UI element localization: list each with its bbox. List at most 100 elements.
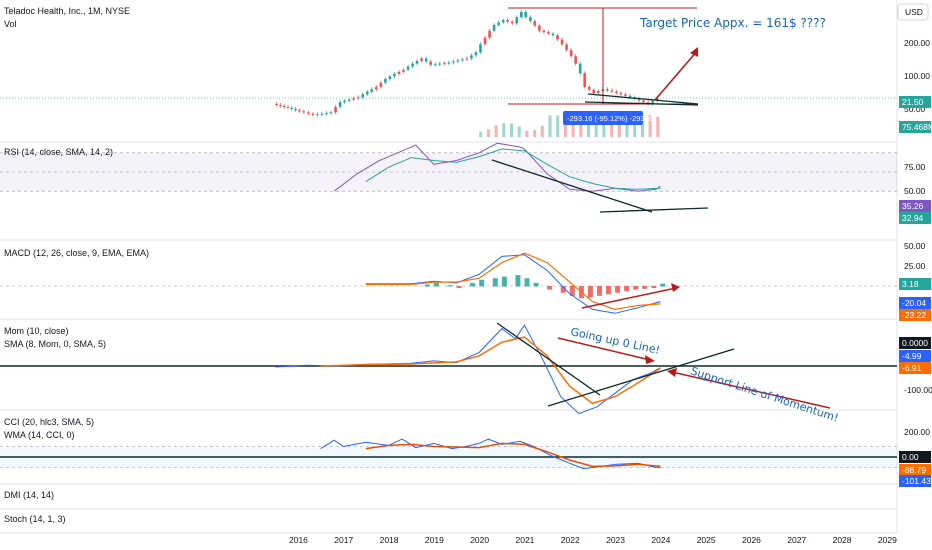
candle [515,17,519,24]
macd-histogram-bar [642,286,648,289]
volume-bar [556,115,560,137]
year-tick: 2027 [787,535,806,545]
price-tick-100: 100.00 [904,71,930,81]
candle [551,33,555,36]
macd-histogram-bar [492,278,498,287]
macd-tick-25: 25.00 [904,261,926,271]
candle [488,30,491,38]
candle [302,111,306,113]
volume-bar [610,117,614,137]
candle [519,12,523,18]
macd-histogram-bar [624,286,630,292]
macd-histogram-bar [470,282,476,287]
year-tick: 2025 [697,535,716,545]
volume-bar [563,117,567,137]
measure-label-bg [563,111,643,125]
stoch-legend[interactable]: Stoch (14, 1, 3) [4,514,66,524]
macd-hist-tag-bg [899,278,931,290]
candle [556,35,559,40]
target-arrowhead [690,47,698,57]
candle [325,113,328,115]
time-axis[interactable]: 2016 2017 2018 2019 2020 2021 2022 2023 2024 2025… [289,535,897,545]
candle [565,44,568,51]
year-tick: 2024 [651,535,670,545]
macd-histogram-bar [569,286,575,296]
candle [282,105,286,107]
candle [286,106,290,108]
candle [375,86,378,90]
year-tick: 2018 [380,535,399,545]
candle [384,78,387,83]
candle [393,74,396,77]
momentum-tick-minus100: -100.00 [904,385,932,395]
volume-bar [510,123,514,137]
candle [637,98,641,101]
momentum-sma-tag-bg [899,362,931,374]
year-tick: 2017 [334,535,353,545]
candle [497,22,500,25]
macd-histogram-bar [424,284,430,287]
volume-bar [548,115,552,137]
candle [316,114,319,116]
macd-histogram-bar [651,286,657,289]
support-line-annotation: Support Line of Momentum! [689,364,840,424]
going-up-arrow-line [557,337,651,361]
candle [290,107,294,110]
candle [320,113,324,115]
candle [379,82,383,87]
mom-legend[interactable]: Mom (10, close) [4,326,69,336]
candle [456,60,460,62]
year-tick: 2019 [425,535,444,545]
momentum-pane: -100.00 0.0000 -4.99 -6.91 [0,322,932,415]
cci-wma-legend[interactable]: WMA (14, CCI, 0) [4,430,75,440]
candle [569,50,573,57]
macd-value-tag-bg [899,297,931,309]
momentum-sma-tag: -6.91 [902,363,922,373]
candle [370,89,374,92]
candle [492,24,496,31]
rsi-tick-75: 75.00 [904,162,926,172]
cci-tick-200: 200.00 [904,427,930,437]
macd-histogram-bar [533,282,539,287]
candle [365,91,369,95]
candle [343,100,346,103]
candle [279,104,282,106]
volume-bar [517,126,521,137]
candle [524,12,528,18]
momentum-zero-tag: 0.0000 [902,338,928,348]
rsi-sma-line [365,148,661,190]
rsi-value-tag: 35.26 [902,201,924,211]
going-up-arrowhead [645,355,655,364]
candle [415,60,419,64]
candle [538,25,541,31]
volume-bar [533,130,537,137]
macd-legend[interactable]: MACD (12, 26, close, 9, EMA, EMA) [4,248,149,258]
momentum-value-tag: -4.99 [902,351,922,361]
candle [574,56,577,64]
rsi-support-line [599,207,709,213]
volume-bar [486,129,490,137]
candle [447,62,451,64]
momentum-down-trendline [496,322,601,396]
macd-signal-tag: -23.22 [902,310,926,320]
price-tick-50: 50.00 [904,104,926,114]
dmi-legend[interactable]: DMI (14, 14) [4,490,54,500]
candle [347,99,351,101]
cci-zero-tag-bg [899,451,931,463]
macd-histogram-bar [479,279,485,287]
candle [479,44,482,53]
symbol-title[interactable]: Teladoc Health, Inc., 1M, NYSE [4,6,130,16]
candle [275,104,278,105]
candle [615,91,618,93]
macd-hist-tag: 3.18 [902,279,919,289]
currency-box[interactable] [897,3,929,21]
candle [624,94,627,96]
rsi-legend[interactable]: RSI (14, close, SMA, 14, 2) [4,147,113,157]
macd-histogram-bar [447,285,453,287]
mom-sma-legend[interactable]: SMA (8, Mom, 0, SMA, 5) [4,339,106,349]
year-tick: 2020 [470,535,489,545]
candle [583,73,586,87]
cci-legend[interactable]: CCI (20, hlc3, SMA, 5) [4,417,94,427]
year-tick: 2028 [833,535,852,545]
